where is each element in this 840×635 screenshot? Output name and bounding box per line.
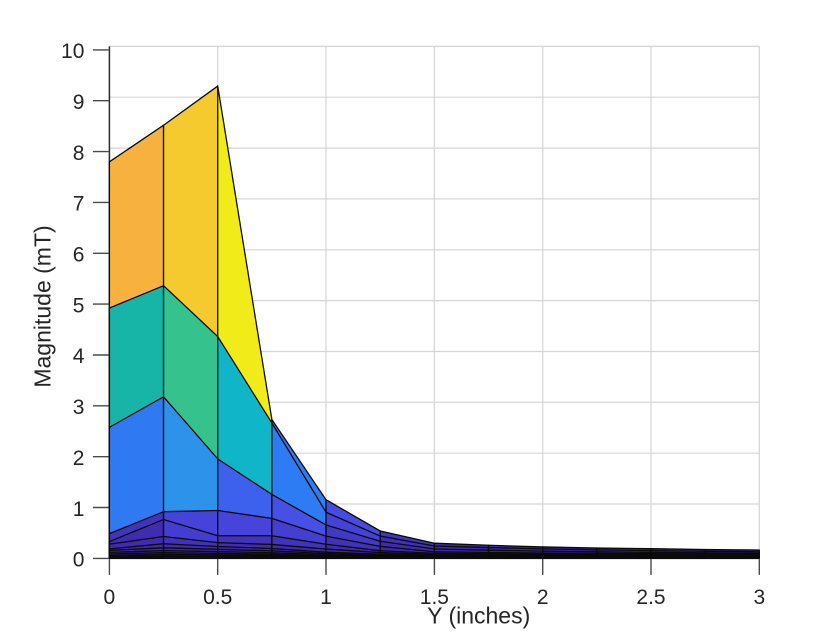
svg-text:8: 8 — [73, 142, 85, 165]
svg-text:1: 1 — [73, 498, 85, 521]
svg-text:3: 3 — [73, 396, 85, 419]
svg-text:4: 4 — [73, 345, 85, 368]
svg-text:10: 10 — [61, 40, 84, 63]
svg-text:2: 2 — [73, 447, 85, 470]
svg-text:3: 3 — [753, 586, 765, 609]
svg-text:9: 9 — [73, 91, 85, 114]
svg-text:2: 2 — [537, 586, 549, 609]
svg-text:1: 1 — [320, 586, 332, 609]
svg-text:5: 5 — [73, 294, 85, 317]
svg-text:0: 0 — [73, 549, 85, 572]
svg-text:2.5: 2.5 — [636, 586, 665, 609]
svg-text:Magnitude (mT): Magnitude (mT) — [30, 225, 56, 387]
svg-text:Y (inches): Y (inches) — [427, 603, 530, 629]
svg-text:7: 7 — [73, 193, 85, 216]
svg-text:6: 6 — [73, 244, 85, 267]
svg-text:0.5: 0.5 — [203, 586, 232, 609]
svg-text:0: 0 — [104, 586, 116, 609]
